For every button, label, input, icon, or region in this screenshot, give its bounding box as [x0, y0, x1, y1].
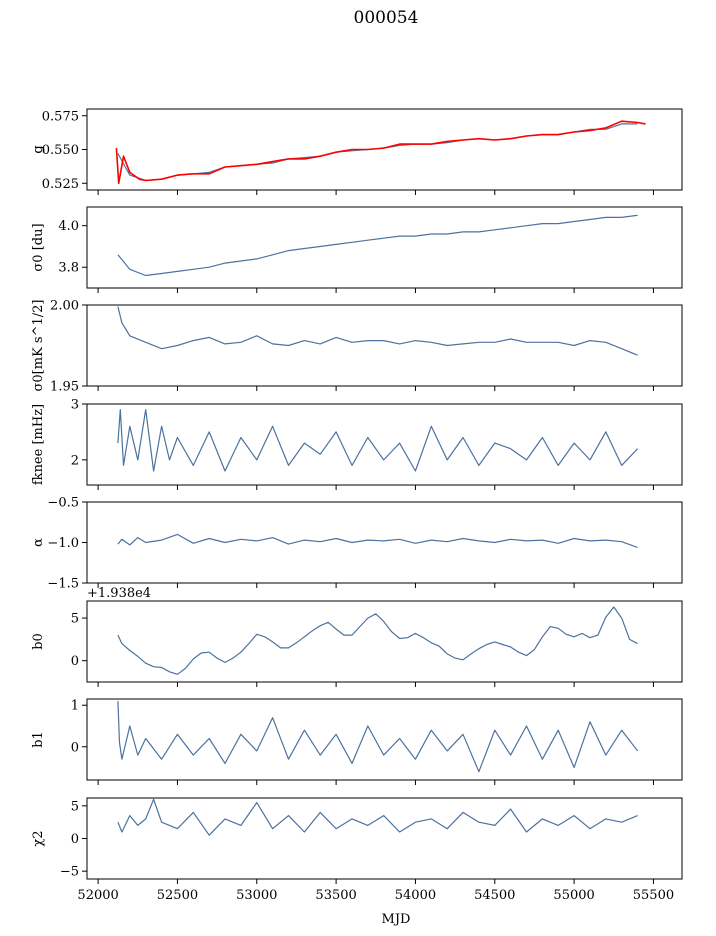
x-tick-label: 53000 — [236, 888, 277, 903]
x-axis-label: MJD — [382, 912, 411, 927]
series-line-1-2 — [115, 120, 646, 185]
x-tick-label: 54500 — [474, 888, 515, 903]
series-line-5-1 — [117, 533, 638, 548]
x-tick-label: 55500 — [633, 888, 674, 903]
subplot-8: −5 0 5 52000 52500 53000 53500 54000 54500 55000 5… — [31, 797, 683, 903]
y-tick-label: 5 — [71, 799, 79, 814]
axes-frame — [86, 600, 683, 683]
y-axis-label: b1 — [31, 731, 46, 748]
y-axis-label: χ2 — [31, 830, 46, 846]
y-tick-label: −1.0 — [47, 536, 79, 551]
y-tick-label: 0 — [71, 654, 79, 669]
y-tick-label: 3 — [71, 398, 79, 413]
subplot-4: 2 3 fknee [mHz] — [31, 398, 683, 490]
subplot-6: 0 5 b0 +1.938e4 — [31, 586, 683, 687]
x-tick-label: 54000 — [395, 888, 436, 903]
x-tick-label: 52500 — [157, 888, 198, 903]
y-tick-label: 1.95 — [50, 380, 79, 395]
y-tick-label: 0 — [71, 832, 79, 847]
x-tick-label: 55000 — [553, 888, 594, 903]
series-line-4-1 — [117, 409, 639, 472]
x-tick-label: 52000 — [77, 888, 118, 903]
y-tick-label: 0.550 — [42, 143, 79, 158]
subplot-stack: 0.525 0.550 0.575 g 3.8 4.0 σ0 [du] 1.95 2.00 σ0[… — [31, 108, 683, 903]
y-axis-label: fknee [mHz] — [31, 404, 46, 485]
y-tick-label: 3.8 — [58, 261, 79, 276]
y-axis-label: σ0 [du] — [31, 223, 46, 271]
y-tick-label: 0 — [71, 740, 79, 755]
axis-offset-label: +1.938e4 — [87, 586, 151, 601]
y-tick-label: 2 — [71, 453, 79, 468]
x-tick-label: 53500 — [315, 888, 356, 903]
series-line-7-1 — [117, 701, 639, 773]
series-line-8-1 — [117, 798, 638, 836]
subplot-7: 0 1 b1 — [31, 698, 683, 785]
axes-frame — [86, 698, 683, 781]
subplot-3: 1.95 2.00 σ0[mK s^1/2] — [31, 299, 683, 395]
y-tick-label: −0.5 — [47, 496, 79, 511]
y-axis-label: α — [31, 538, 46, 547]
y-tick-label: 0.525 — [42, 177, 79, 192]
series-line-1-1 — [117, 123, 638, 182]
y-tick-label: −1.5 — [47, 577, 79, 592]
axes-frame — [86, 304, 683, 387]
subplot-5: −1.5 −1.0 −0.5 α — [31, 496, 683, 592]
subplot-2: 3.8 4.0 σ0 [du] — [31, 206, 683, 293]
y-axis-label: g — [31, 145, 46, 153]
y-axis-label: b0 — [31, 633, 46, 650]
y-tick-label: 4.0 — [58, 219, 79, 234]
figure-title: 000054 — [354, 8, 419, 28]
axes-frame — [86, 403, 683, 486]
y-tick-label: 0.575 — [42, 109, 79, 124]
axes-frame — [86, 206, 683, 289]
series-line-2-1 — [117, 214, 638, 277]
series-line-3-1 — [117, 306, 638, 356]
subplot-1: 0.525 0.550 0.575 g — [31, 108, 683, 195]
y-tick-label: −5 — [60, 865, 79, 880]
y-axis-label: σ0[mK s^1/2] — [31, 300, 46, 392]
axes-frame — [86, 108, 683, 191]
axes-frame — [86, 501, 683, 584]
y-tick-label: 2.00 — [50, 299, 79, 314]
axes-frame — [86, 797, 683, 880]
series-line-6-1 — [117, 606, 638, 675]
y-tick-label: 5 — [71, 612, 79, 627]
y-tick-label: 1 — [71, 699, 79, 714]
